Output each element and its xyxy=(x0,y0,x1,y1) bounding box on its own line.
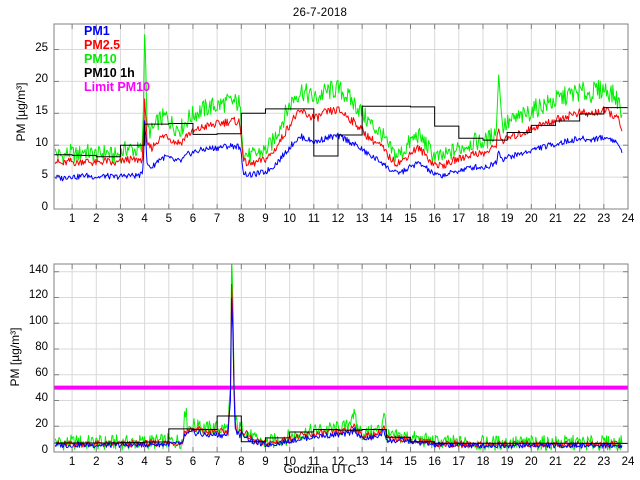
x-tick-label: 19 xyxy=(500,213,514,225)
x-tick-label: 2 xyxy=(93,456,100,468)
x-tick-label: 9 xyxy=(262,213,269,225)
upper-chart-svg xyxy=(53,23,629,210)
x-tick-label: 24 xyxy=(621,456,635,468)
y-tick-label: 40 xyxy=(35,392,48,405)
x-axis-label: Godzina UTC xyxy=(283,462,357,476)
x-tick-label: 4 xyxy=(141,456,148,468)
x-tick-label: 18 xyxy=(476,213,490,225)
x-tick-label: 2 xyxy=(93,213,100,225)
y-tick-label: 25 xyxy=(35,41,48,54)
x-tick-label: 15 xyxy=(404,213,417,225)
y-tick-label: 60 xyxy=(35,366,48,379)
legend-item-pm10[interactable]: PM10 xyxy=(84,52,117,66)
x-tick-label: 24 xyxy=(621,213,635,225)
x-tick-label: 16 xyxy=(428,213,442,225)
x-tick-label: 19 xyxy=(500,456,514,468)
y-tick-label: 15 xyxy=(35,105,48,118)
x-tick-label: 16 xyxy=(428,456,442,468)
x-tick-label: 11 xyxy=(307,456,320,468)
y-tick-label: 80 xyxy=(35,340,48,353)
x-tick-label: 20 xyxy=(524,213,538,225)
legend-item-pm1[interactable]: PM1 xyxy=(84,24,110,38)
upper-y-axis-label: PM [µg/m³] xyxy=(14,82,28,142)
x-tick-label: 1 xyxy=(68,456,76,468)
x-tick-label: 15 xyxy=(404,456,417,468)
x-tick-label: 22 xyxy=(573,213,587,225)
x-tick-label: 13 xyxy=(355,456,369,468)
x-tick-label: 8 xyxy=(238,213,245,225)
x-tick-label: 21 xyxy=(549,213,562,225)
x-tick-label: 10 xyxy=(283,456,297,468)
y-tick-label: 5 xyxy=(41,169,48,182)
x-tick-label: 4 xyxy=(141,213,148,225)
y-tick-label: 20 xyxy=(35,418,48,431)
x-tick-label: 3 xyxy=(117,213,124,225)
x-tick-label: 6 xyxy=(189,456,197,468)
x-tick-label: 6 xyxy=(189,213,197,225)
legend-item-pm25[interactable]: PM2.5 xyxy=(84,38,121,52)
y-tick-label: 140 xyxy=(28,263,48,276)
x-tick-label: 7 xyxy=(213,456,221,468)
lower-chart-svg xyxy=(53,263,629,453)
x-tick-label: 1 xyxy=(68,213,76,225)
x-tick-label: 10 xyxy=(283,213,297,225)
x-tick-label: 20 xyxy=(524,456,538,468)
x-tick-label: 23 xyxy=(597,456,611,468)
x-tick-label: 14 xyxy=(379,456,393,468)
y-tick-label: 0 xyxy=(41,201,48,213)
y-tick-label: 20 xyxy=(35,73,48,86)
x-tick-label: 13 xyxy=(355,213,369,225)
legend-item-pm10-1h[interactable]: PM10 1h xyxy=(84,66,135,80)
x-tick-label: 18 xyxy=(476,456,490,468)
y-tick-label: 10 xyxy=(35,137,48,150)
lower-y-axis-label: PM [µg/m³] xyxy=(8,327,22,387)
x-tick-label: 17 xyxy=(452,456,466,468)
y-tick-label: 0 xyxy=(41,444,48,456)
upper-chart-panel: 0 5 10 15 20 25 1 2 3 4 5 6 7 8 9 10 11 12 13 14 15 16 17 18 19 2… xyxy=(0,18,640,240)
x-tick-label: 17 xyxy=(452,213,466,225)
x-tick-label: 23 xyxy=(597,213,611,225)
y-tick-label: 120 xyxy=(28,289,48,302)
x-tick-label: 8 xyxy=(238,456,245,468)
x-tick-label: 21 xyxy=(549,456,562,468)
x-tick-label: 14 xyxy=(379,213,393,225)
x-tick-label: 12 xyxy=(331,213,345,225)
x-tick-label: 7 xyxy=(213,213,221,225)
x-tick-label: 12 xyxy=(331,456,345,468)
x-tick-label: 5 xyxy=(165,456,172,468)
x-tick-label: 5 xyxy=(165,213,172,225)
x-tick-label: 3 xyxy=(117,456,124,468)
lower-chart-panel: 0 20 40 60 80 100 120 140 1 2 3 4 5 6 7 8 9 10 11 12 13 14 15 1… xyxy=(0,248,640,480)
x-tick-label: 22 xyxy=(573,456,587,468)
y-tick-label: 100 xyxy=(28,315,48,328)
page-title: 26-7-2018 xyxy=(292,7,348,19)
legend-item-limit-pm10[interactable]: Limit PM10 xyxy=(84,80,150,94)
x-tick-label: 9 xyxy=(262,456,269,468)
x-tick-label: 11 xyxy=(307,213,320,225)
